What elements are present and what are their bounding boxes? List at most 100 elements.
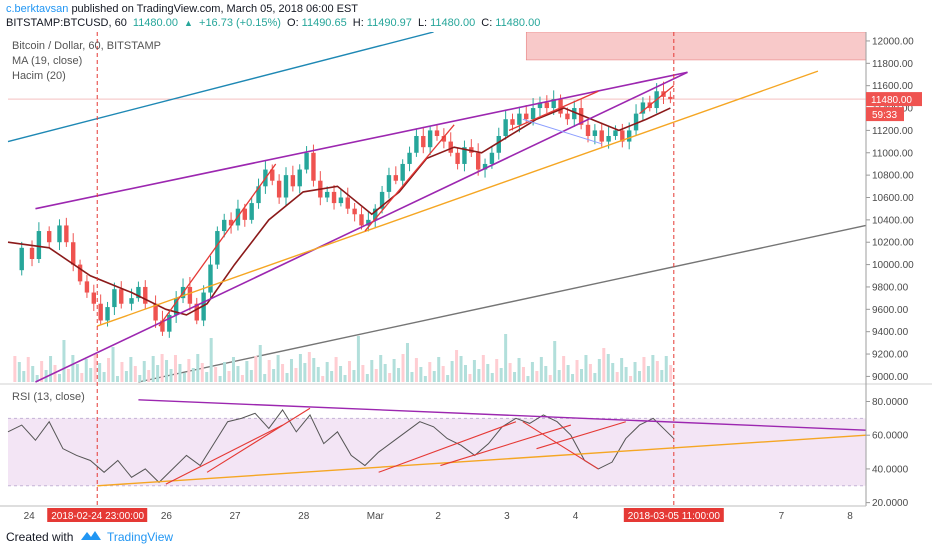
volume-bar — [40, 361, 44, 382]
volume-bar — [419, 367, 423, 382]
tradingview-brand[interactable]: TradingView — [107, 530, 174, 544]
date-badge-right — [623, 508, 724, 522]
volume-bar — [611, 363, 615, 382]
orange-support-line — [96, 70, 819, 327]
volume-bar — [191, 368, 195, 382]
legend-volume[interactable]: Hacim (20) — [12, 70, 66, 82]
volume-bar — [588, 364, 592, 382]
candle-body — [194, 303, 199, 321]
volume-bar — [499, 368, 503, 382]
price-change: +16.73 (+0.15%) — [199, 17, 281, 29]
volume-bar — [62, 340, 66, 382]
volume-bar — [200, 363, 204, 382]
volume-bar — [544, 366, 548, 382]
volume-bar — [227, 371, 231, 382]
published-line: c.berktavsan published on TradingView.co… — [6, 3, 358, 15]
candle-body — [537, 102, 543, 109]
time-tick-label: 27 — [230, 511, 242, 522]
candle-body — [249, 203, 254, 220]
price-tick-label: 9800.00 — [872, 282, 909, 293]
rsi-tick-label: 60.0000 — [872, 431, 909, 442]
candle-body — [572, 108, 577, 120]
candle-body — [366, 219, 371, 226]
rsi-tick-label: 20.0000 — [872, 498, 909, 509]
candle-body — [427, 130, 433, 148]
volume-bar — [370, 360, 374, 382]
candle-body — [496, 135, 501, 153]
volume-bar — [446, 375, 450, 382]
candle-body — [98, 303, 103, 321]
volume-bar — [231, 357, 235, 382]
price-tick-label: 12000.00 — [872, 36, 914, 47]
candle-body — [160, 320, 165, 332]
candle-body — [129, 298, 134, 304]
legend-ma[interactable]: MA (19, close) — [12, 55, 83, 67]
volume-bar — [571, 374, 575, 382]
tradingview-logo-icon — [81, 531, 101, 540]
candle-body — [283, 175, 289, 198]
volume-bar — [17, 362, 21, 382]
price-tick-label: 10400.00 — [872, 215, 914, 226]
price-tick-label: 11800.00 — [872, 59, 913, 70]
volume-bar — [321, 376, 325, 382]
volume-bar — [562, 356, 566, 382]
candle-body — [304, 152, 309, 170]
volume-bar — [13, 356, 17, 382]
volume-bar — [182, 373, 186, 382]
candle-body — [400, 163, 405, 181]
candle-body — [379, 191, 385, 209]
symbol-label[interactable]: BITSTAMP:BTCUSD, 60 — [6, 17, 127, 29]
candle-body — [489, 152, 495, 164]
candle-body — [462, 147, 467, 164]
volume-bar — [597, 359, 601, 382]
volume-bar — [615, 372, 619, 382]
price-badge-text: 11480.00 — [871, 95, 912, 106]
countdown-badge — [866, 107, 904, 122]
volume-bar — [71, 355, 75, 382]
candle-body — [119, 289, 124, 304]
candle-body — [475, 152, 481, 170]
candle-body — [71, 242, 76, 265]
candle-body — [331, 191, 337, 204]
volume-bar — [401, 354, 405, 382]
legend-title[interactable]: Bitcoin / Dollar, 60, BITSTAMP — [12, 40, 161, 52]
volume-bar — [450, 361, 454, 382]
candle-body — [530, 108, 536, 120]
candle-body — [208, 264, 213, 293]
volume-bar — [642, 357, 646, 382]
volume-bar — [169, 369, 173, 382]
high-label: H: — [352, 17, 364, 29]
symbol-line: BITSTAMP:BTCUSD, 60 11480.00 ▲ +16.73 (+… — [6, 17, 543, 29]
candle-body — [311, 152, 316, 181]
volume-bar — [263, 374, 267, 382]
candle-body — [434, 130, 440, 136]
rsi-tick-label: 80.0000 — [872, 397, 909, 408]
volume-bar — [486, 364, 490, 382]
volume-bar — [330, 371, 334, 382]
candle-body — [57, 225, 62, 243]
volume-bar — [504, 334, 508, 382]
candle-body — [256, 186, 261, 204]
candle-body — [359, 214, 364, 226]
candle-body — [290, 175, 296, 187]
volume-bar — [521, 367, 525, 382]
volume-bar — [245, 361, 249, 382]
volume-bar — [347, 361, 351, 382]
volume-bar — [513, 372, 517, 382]
volume-bar — [437, 357, 441, 382]
legend-rsi[interactable]: RSI (13, close) — [12, 391, 85, 403]
candle-body — [215, 231, 220, 265]
red-trend-segment — [508, 90, 599, 131]
volume-bar — [428, 362, 432, 382]
author-link[interactable]: c.berktavsan — [6, 3, 69, 15]
volume-bar — [405, 343, 409, 382]
candle-body — [517, 113, 522, 125]
volume-bar — [214, 367, 218, 382]
chart-canvas[interactable]: 12000.0011800.0011600.0011400.0011200.00… — [0, 32, 932, 522]
candle-body — [201, 292, 206, 321]
volume-bar — [584, 355, 588, 382]
price-tick-label: 9000.00 — [872, 372, 909, 383]
volume-bar — [205, 372, 209, 382]
candle-body — [640, 102, 646, 114]
price-tick-label: 9200.00 — [872, 350, 909, 361]
